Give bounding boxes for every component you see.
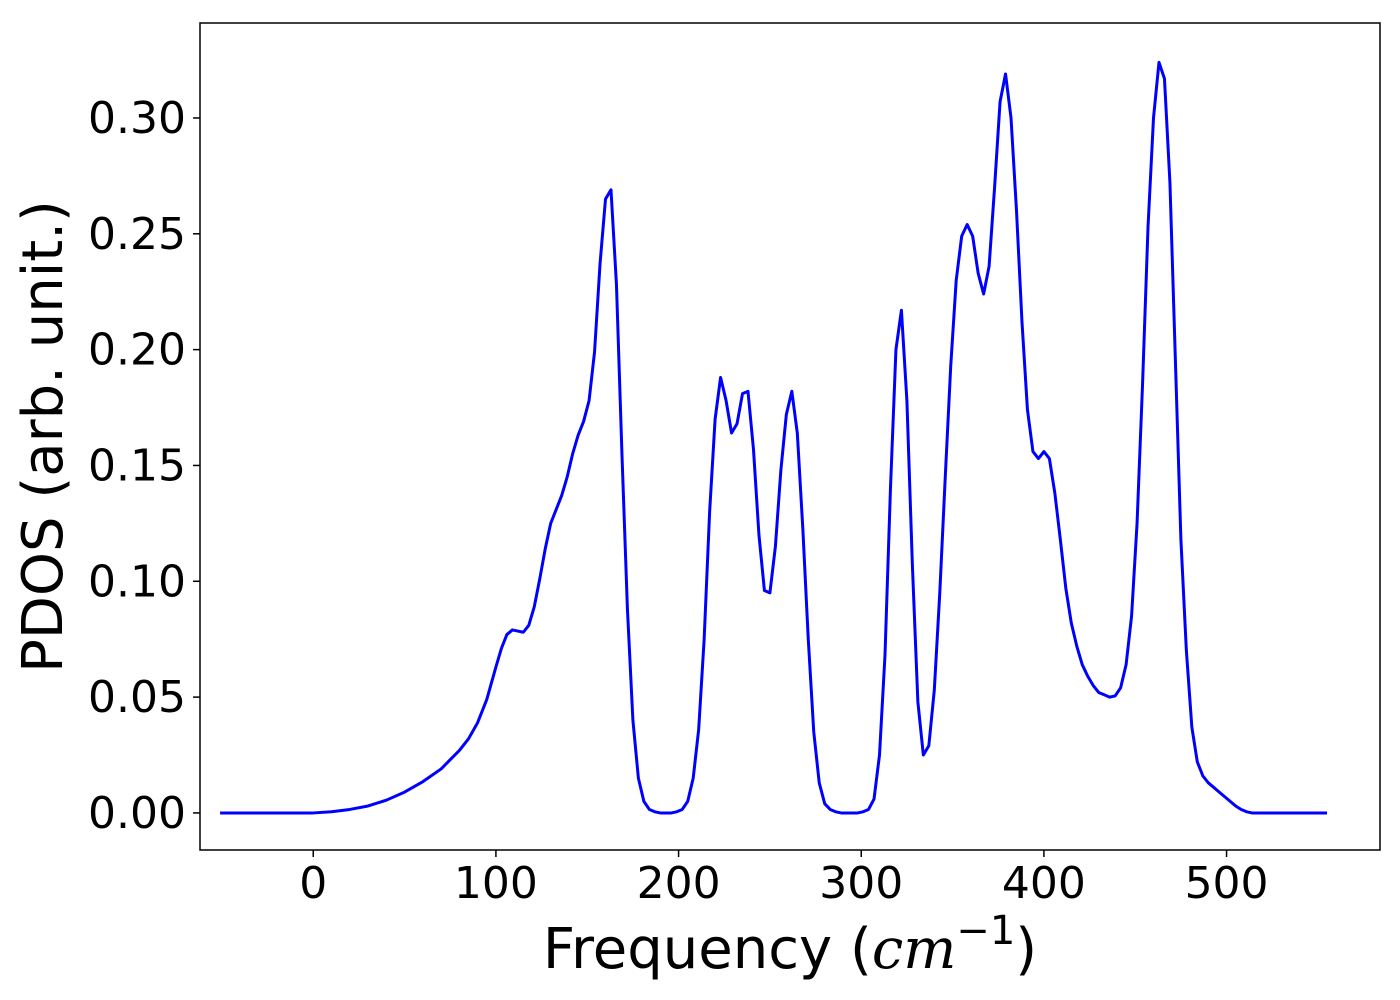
- y-axis-label: PDOS (arb. unit.): [11, 200, 76, 673]
- x-tick-label: 100: [454, 858, 538, 909]
- y-tick-label: 0.10: [88, 556, 186, 607]
- y-tick-label: 0.00: [88, 788, 186, 839]
- y-tick-label: 0.30: [88, 93, 186, 144]
- y-tick-label: 0.20: [88, 325, 186, 376]
- y-tick-label: 0.15: [88, 440, 186, 491]
- series-line: [220, 60, 1328, 815]
- series-layer: [220, 60, 1328, 815]
- x-tick-label: 400: [1002, 858, 1086, 909]
- x-tick-label: 300: [819, 858, 903, 909]
- x-tick-label: 0: [299, 858, 327, 909]
- x-axis-label: Frequency (cm−1): [543, 908, 1037, 982]
- x-axis: 0 100 200 300 400 500: [299, 850, 1269, 909]
- y-axis: 0.00 0.05 0.10 0.15 0.20 0.25 0.30: [88, 93, 200, 839]
- plot-area: [199, 22, 1381, 851]
- y-tick-label: 0.05: [88, 672, 186, 723]
- y-tick-label: 0.25: [88, 209, 186, 260]
- x-tick-label: 500: [1185, 858, 1269, 909]
- x-tick-label: 200: [637, 858, 721, 909]
